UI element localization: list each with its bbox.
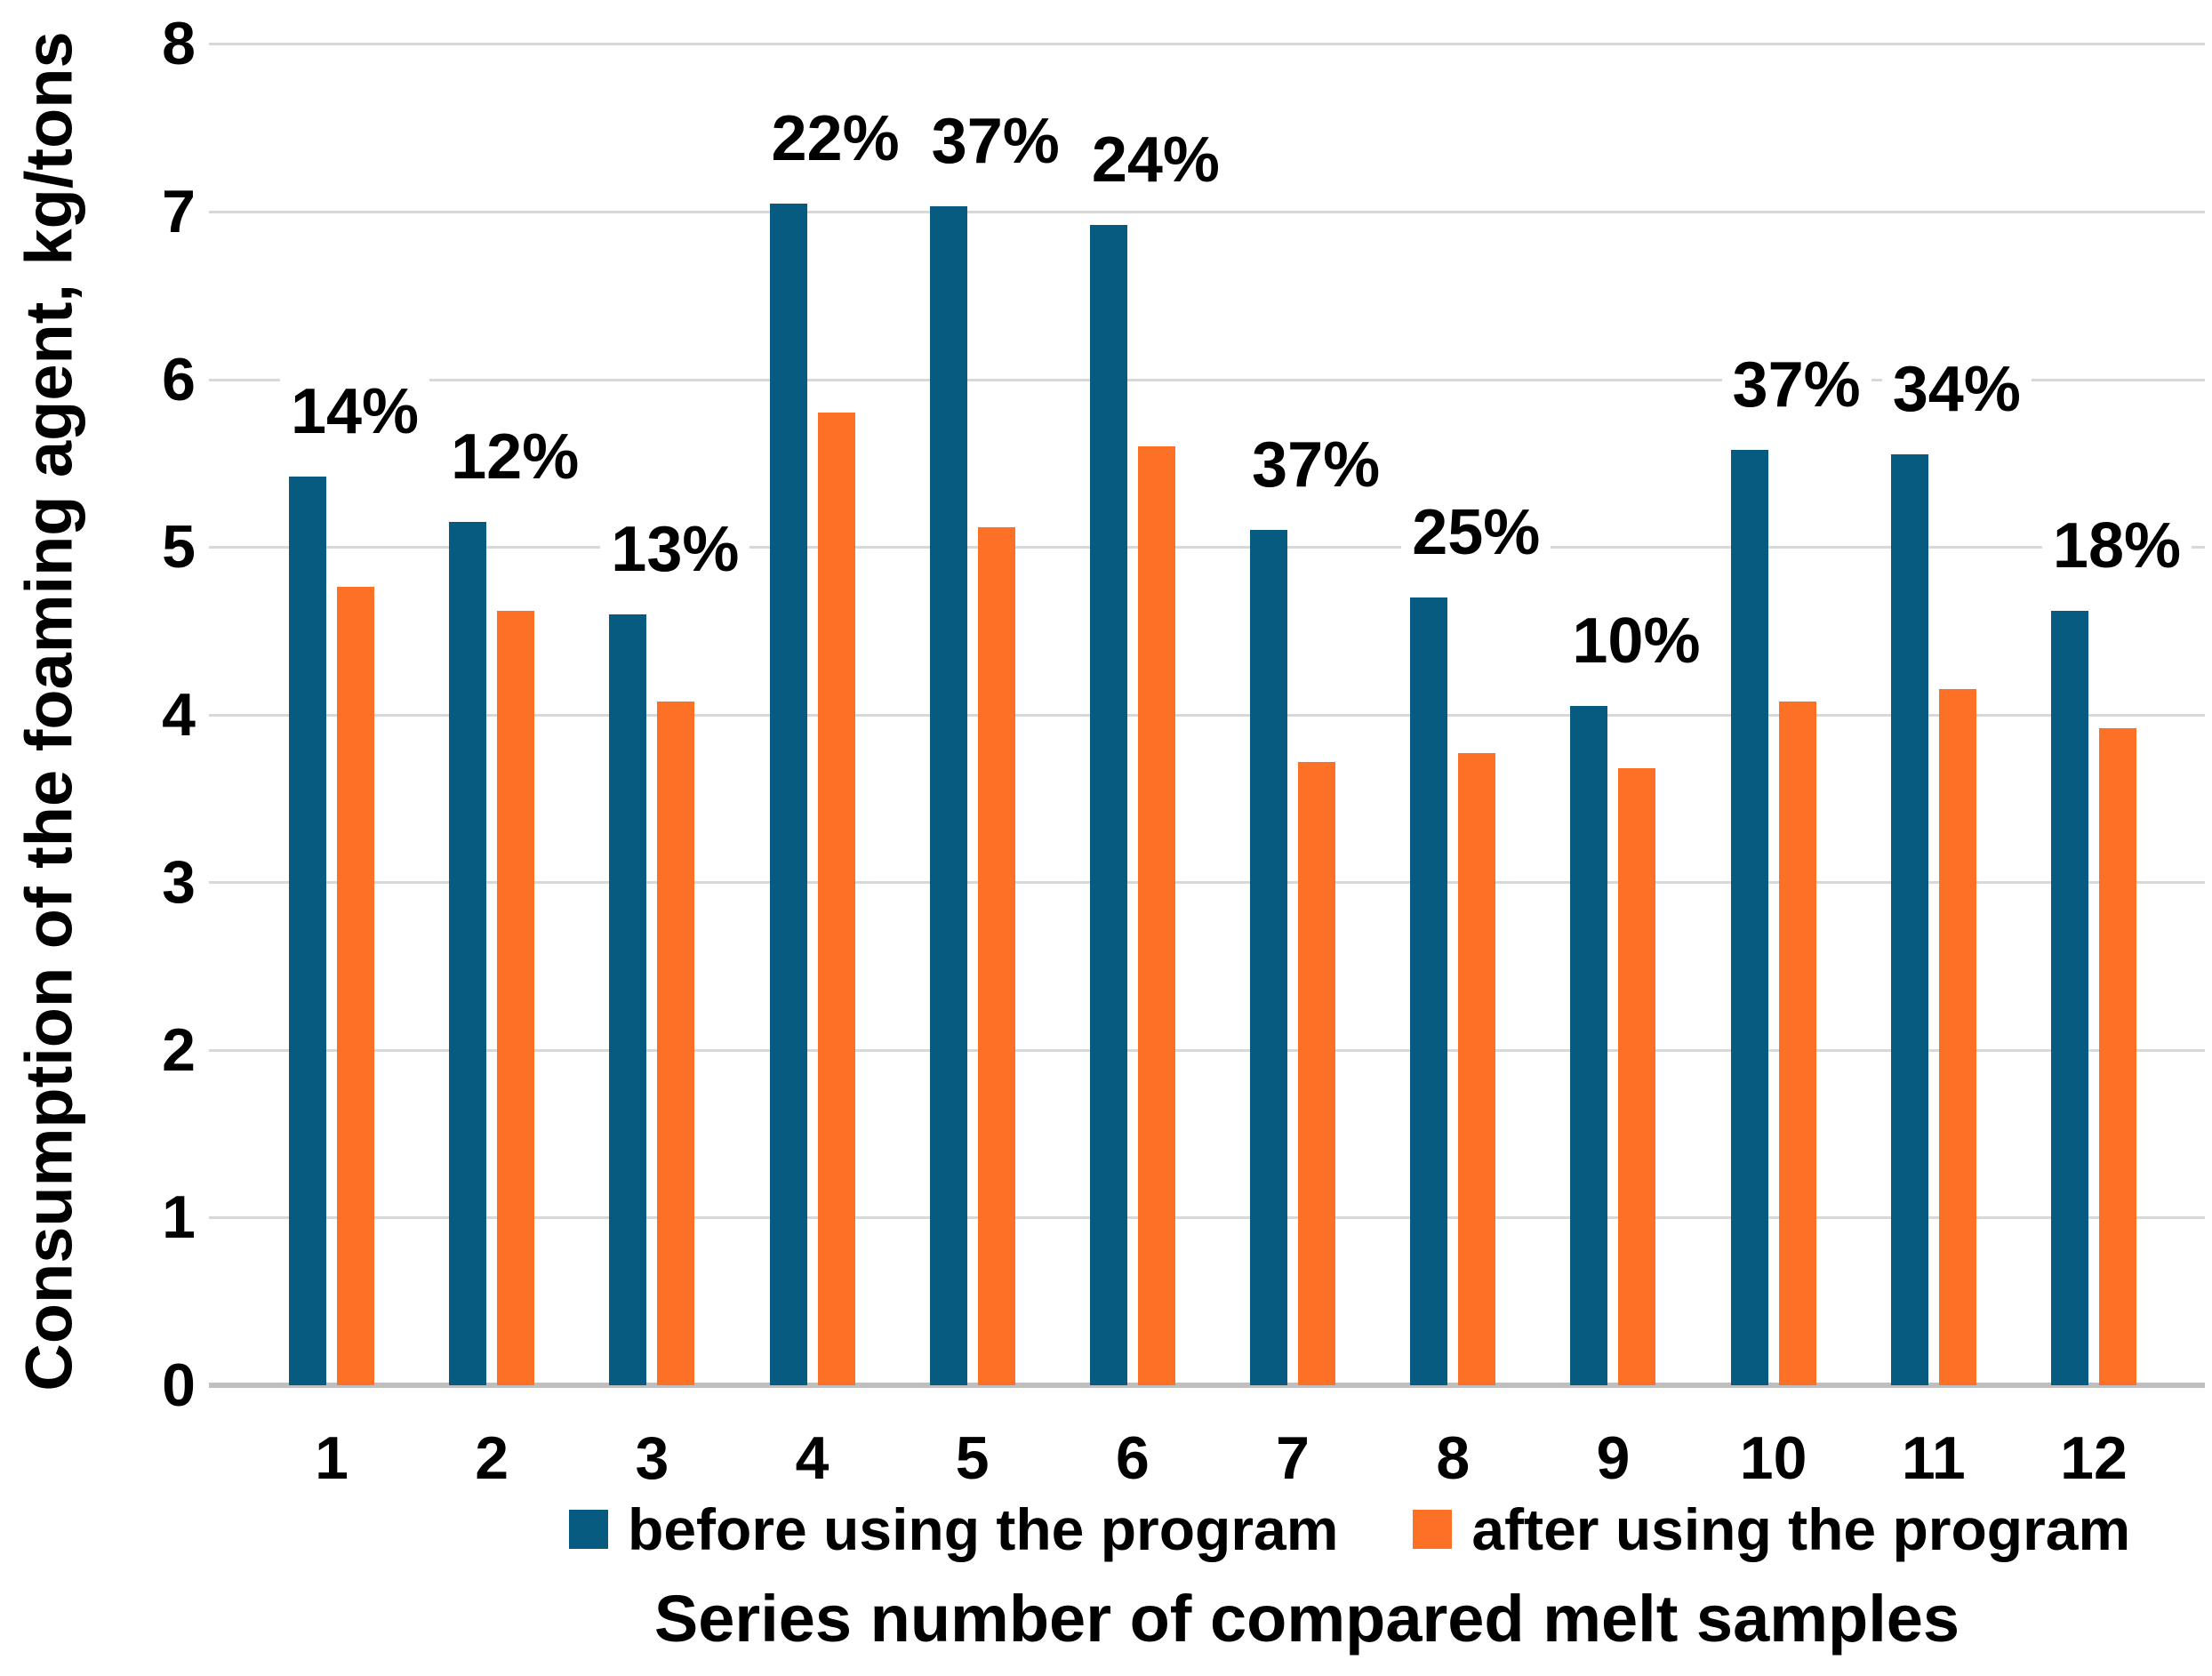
- bar-after: [1298, 761, 1336, 1385]
- gridline: [209, 546, 2205, 549]
- bar-after: [1778, 701, 1816, 1385]
- bar-before: [1570, 706, 1608, 1385]
- pct-reduction-label: 37%: [920, 104, 1070, 180]
- bar-before: [1250, 530, 1288, 1385]
- bar-before: [2050, 610, 2088, 1385]
- y-tick-label: 1: [162, 1183, 196, 1252]
- x-tick-label: 1: [315, 1424, 349, 1492]
- legend-label-after: after using the program: [1471, 1496, 2131, 1562]
- y-tick-label: 8: [162, 10, 196, 78]
- x-axis-line: [209, 1383, 2205, 1388]
- x-tick-label: 6: [1115, 1424, 1150, 1492]
- bar-before: [449, 521, 487, 1385]
- legend-swatch-after-icon: [1413, 1510, 1453, 1549]
- bar-before: [289, 476, 326, 1385]
- y-tick-label: 7: [162, 178, 196, 245]
- pct-reduction-label: 13%: [600, 511, 750, 587]
- bar-after: [657, 701, 695, 1385]
- x-tick-label: 9: [1596, 1424, 1631, 1492]
- gridline: [209, 713, 2205, 717]
- bar-before: [929, 206, 967, 1385]
- gridline: [209, 1216, 2205, 1220]
- y-tick-label: 6: [162, 345, 196, 413]
- bar-after: [497, 610, 535, 1385]
- gridline: [209, 378, 2205, 381]
- pct-reduction-label: 34%: [1881, 352, 2032, 428]
- gridline: [209, 1048, 2205, 1052]
- bar-before: [769, 203, 807, 1385]
- bar-after: [1137, 446, 1175, 1385]
- pct-reduction-label: 22%: [760, 100, 910, 176]
- y-tick-label: 0: [162, 1351, 196, 1419]
- x-tick-label: 5: [955, 1424, 990, 1492]
- x-tick-label: 7: [1276, 1424, 1310, 1492]
- pct-reduction-label: 37%: [1241, 428, 1391, 503]
- pct-reduction-label: 18%: [2041, 508, 2192, 583]
- bar-before: [1410, 597, 1448, 1385]
- bar-before: [1730, 449, 1768, 1385]
- legend-item-after: after using the program: [1413, 1500, 2130, 1559]
- x-tick-label: 12: [2060, 1424, 2128, 1492]
- bar-after: [1938, 689, 1976, 1385]
- bar-after: [1618, 768, 1656, 1385]
- y-tick-label: 5: [162, 513, 196, 581]
- legend-label-before: before using the program: [628, 1496, 1339, 1562]
- x-tick-label: 2: [475, 1424, 509, 1492]
- legend-swatch-before-icon: [569, 1510, 608, 1549]
- pct-reduction-label: 12%: [440, 419, 590, 494]
- pct-reduction-label: 10%: [1561, 604, 1711, 679]
- x-axis-title: Series number of compared melt samples: [653, 1582, 1960, 1656]
- x-tick-label: 3: [635, 1424, 669, 1492]
- pct-reduction-label: 25%: [1401, 494, 1551, 570]
- y-tick-label: 2: [162, 1015, 196, 1084]
- bar-after: [817, 413, 855, 1385]
- pct-reduction-label: 14%: [279, 373, 430, 449]
- bar-before: [1089, 225, 1127, 1385]
- x-tick-label: 11: [1901, 1424, 1966, 1492]
- bar-before: [1890, 454, 1928, 1385]
- bar-before: [609, 613, 647, 1385]
- pct-reduction-label: 24%: [1080, 123, 1230, 198]
- bar-after: [1458, 753, 1496, 1385]
- x-tick-label: 8: [1436, 1424, 1471, 1492]
- y-tick-label: 4: [162, 680, 196, 749]
- x-tick-label: 4: [795, 1424, 830, 1492]
- gridline: [209, 211, 2205, 213]
- pct-reduction-label: 37%: [1721, 347, 1871, 422]
- legend: before using the program after using the…: [569, 1492, 2130, 1567]
- gridline: [209, 881, 2205, 885]
- gridline: [209, 43, 2205, 46]
- bar-after: [977, 526, 1015, 1385]
- bar-after: [337, 587, 374, 1385]
- x-tick-label: 10: [1739, 1424, 1807, 1492]
- y-tick-label: 3: [162, 848, 196, 917]
- bar-after: [2098, 727, 2136, 1385]
- legend-item-before: before using the program: [569, 1500, 1338, 1559]
